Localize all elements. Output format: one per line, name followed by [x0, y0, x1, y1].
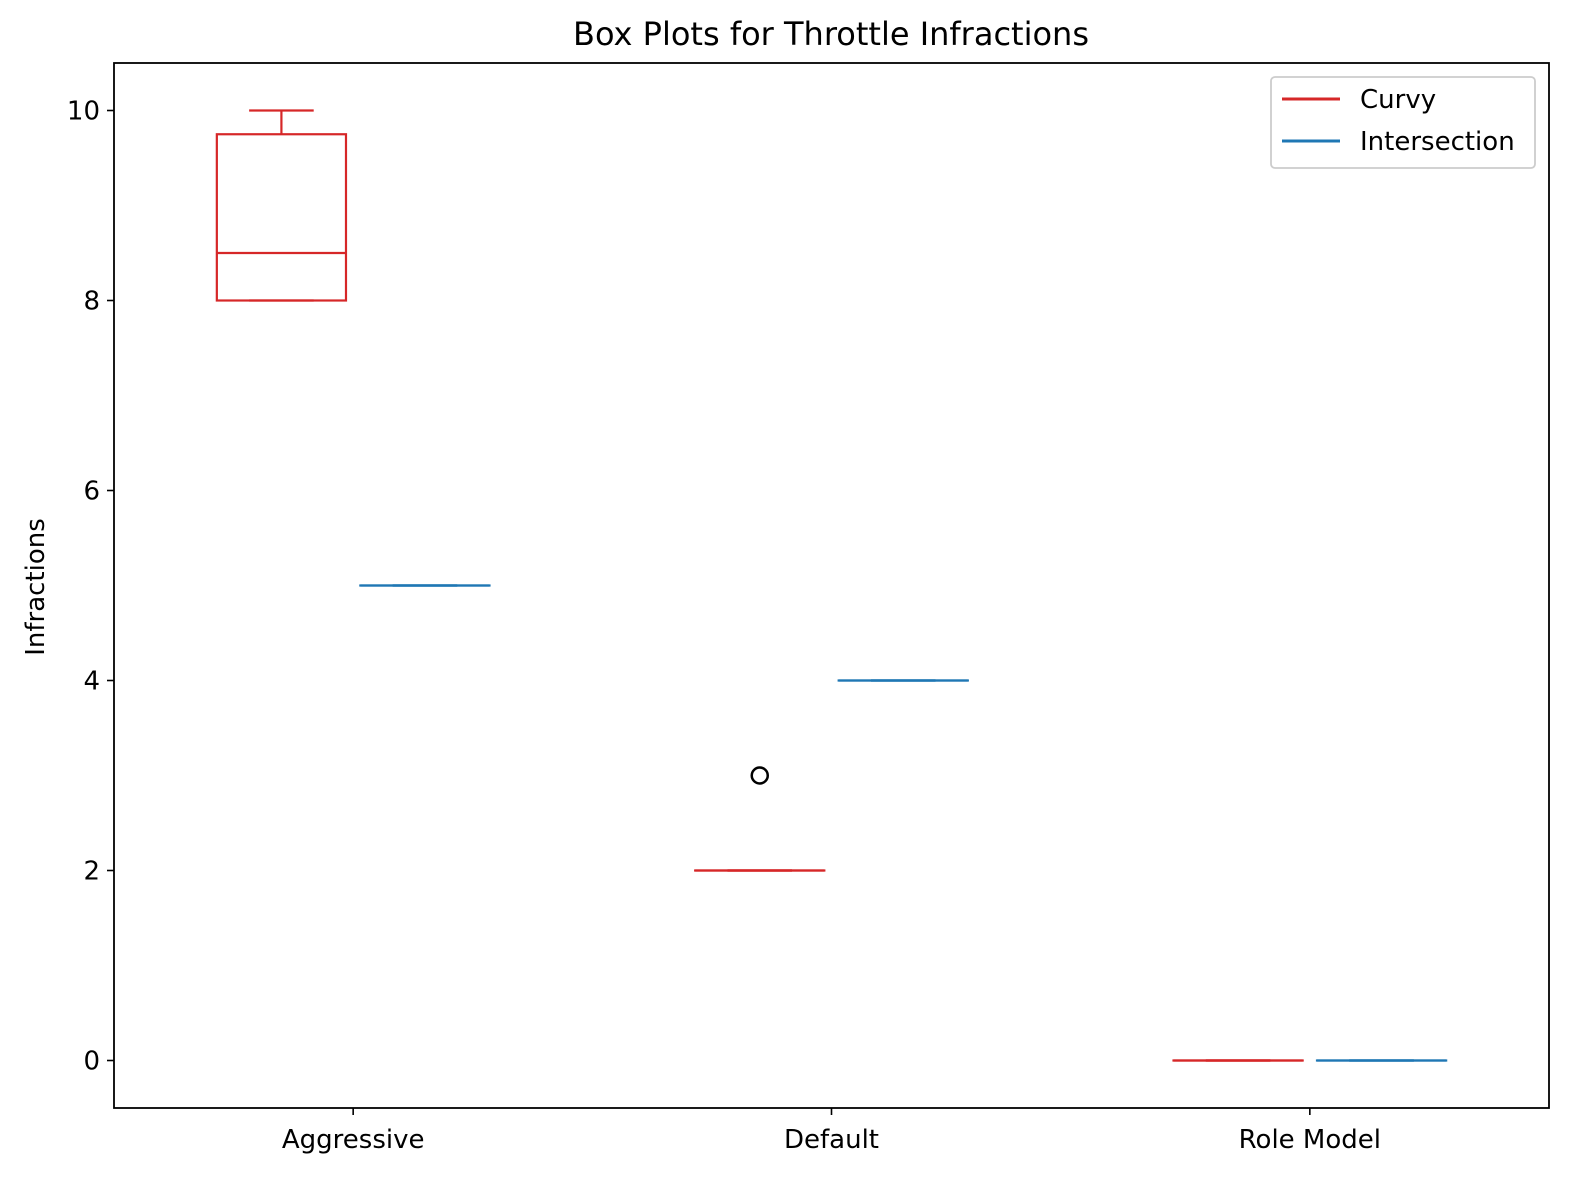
box-curvy-aggressive	[215, 109, 348, 302]
plot-frame	[113, 62, 1550, 1109]
axes: 0 2 4 6 8 10 Aggressive Default Role Model	[67, 97, 1381, 1156]
legend-item-curvy: Curvy	[1282, 85, 1436, 115]
y-tick-label: 2	[83, 857, 100, 887]
y-tick-label: 6	[83, 477, 100, 507]
box-curvy-default	[694, 766, 826, 872]
y-tick-label: 4	[83, 667, 100, 697]
legend-label: Curvy	[1360, 85, 1436, 115]
legend: Curvy Intersection	[1270, 76, 1536, 169]
plot-area	[215, 109, 1448, 1062]
y-axis-label: Infractions	[21, 518, 51, 656]
chart-title: Box Plots for Throttle Infractions	[573, 15, 1089, 53]
outlier-point	[750, 766, 769, 785]
box-body	[215, 133, 348, 302]
x-tick-label: Aggressive	[282, 1125, 425, 1155]
legend-item-intersection: Intersection	[1282, 127, 1515, 157]
y-tick-label: 8	[83, 287, 100, 317]
y-tick-label: 10	[67, 97, 100, 127]
x-tick-label: Default	[784, 1125, 879, 1155]
y-tick-label: 0	[83, 1047, 100, 1077]
x-tick-label: Role Model	[1239, 1125, 1381, 1155]
legend-label: Intersection	[1360, 127, 1515, 157]
